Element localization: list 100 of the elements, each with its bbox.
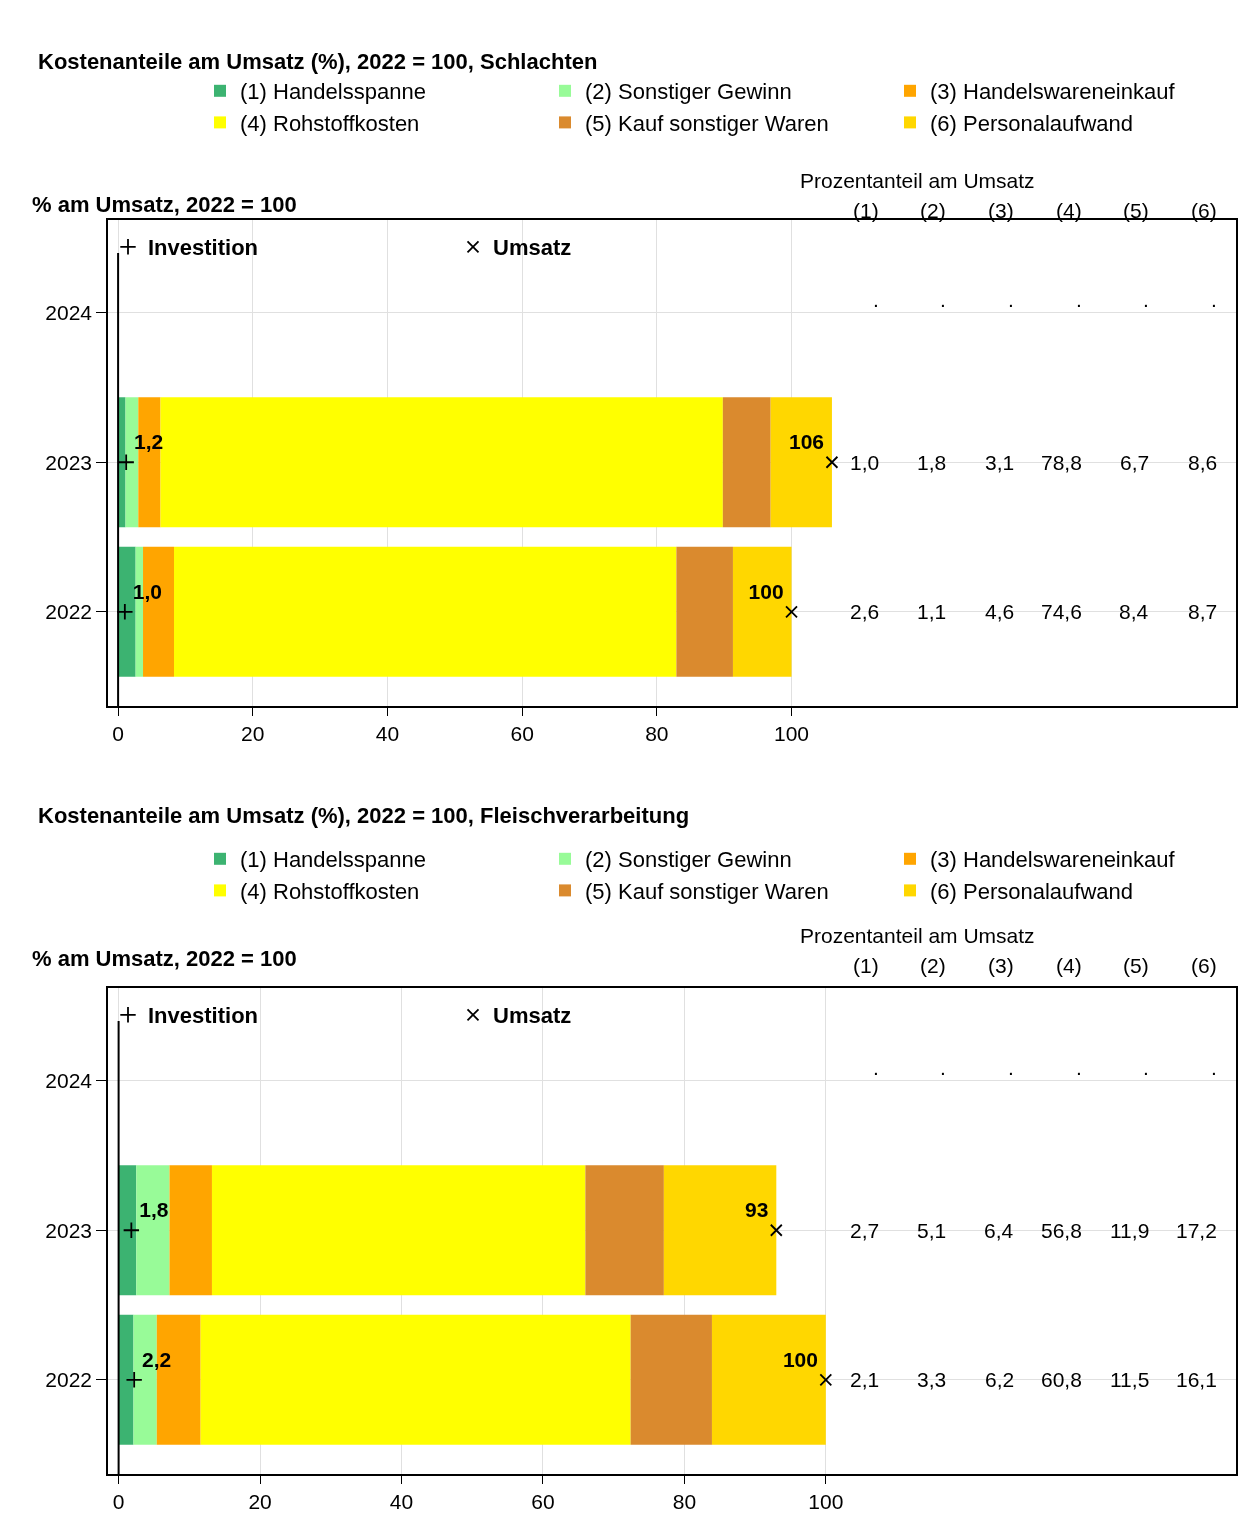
text: (1): [853, 954, 879, 977]
annotation: 3,1: [985, 451, 1015, 474]
point: [117, 453, 135, 471]
bar: [118, 546, 136, 677]
bar: [169, 1165, 212, 1296]
bar: [722, 397, 771, 528]
annotation: 17,2: [1176, 1219, 1217, 1242]
annotation: 8,7: [1188, 600, 1218, 623]
annotation: 11,5: [1110, 1368, 1150, 1391]
x-tick-label: 100: [774, 721, 810, 745]
annotation: .: [940, 288, 946, 311]
legend-label: Investition: [148, 1003, 259, 1029]
annotation: .: [873, 1056, 879, 1079]
point: [825, 455, 839, 469]
y-tick-label: 2023: [45, 450, 93, 474]
annotation: 78,8: [1041, 451, 1082, 474]
legend-label: (5) Kauf sonstiger Waren: [585, 110, 829, 136]
legend-label: (1) Handelsspanne: [240, 847, 426, 873]
annotation: 6,7: [1120, 451, 1150, 474]
text: Prozentanteil am Umsatz: [800, 169, 1035, 192]
y-tick-label: 2023: [45, 1218, 93, 1242]
x-tick-label: 20: [241, 721, 265, 745]
chart-subtitle: % am Umsatz, 2022 = 100: [32, 946, 297, 971]
y-tick-label: 2024: [45, 301, 93, 325]
y-tick-label: 2024: [45, 1069, 93, 1093]
x-tick-label: 60: [531, 1489, 555, 1513]
annotation: .: [1211, 1056, 1217, 1079]
x-tick-label: 100: [808, 1489, 844, 1513]
text: (3): [988, 954, 1014, 977]
x-tick-label: 80: [672, 1489, 697, 1513]
chart-title: Kostenanteile am Umsatz (%), 2022 = 100, Fleischverarbeitung: [38, 803, 690, 828]
legend-label: (6) Personalaufwand: [930, 878, 1134, 904]
x-tick-label: 80: [645, 721, 669, 745]
annotation: .: [1076, 288, 1082, 311]
x-tick-label: 40: [375, 721, 400, 745]
annotation: .: [940, 1056, 946, 1079]
annotation: .: [1076, 1056, 1082, 1079]
bar: [676, 546, 733, 677]
chart-subtitle: % am Umsatz, 2022 = 100: [32, 192, 297, 217]
annotation: 1,1: [917, 600, 947, 623]
annotation: 8,6: [1188, 451, 1218, 474]
legend-label: (5) Kauf sonstiger Waren: [585, 878, 829, 904]
point: [785, 605, 798, 619]
bar: [630, 1314, 712, 1445]
chart-title: Kostenanteile am Umsatz (%), 2022 = 100, Schlachten: [38, 49, 598, 74]
bar: [585, 1165, 664, 1296]
legend-label: (3) Handelswareneinkauf: [930, 847, 1176, 873]
annotation: 1,8: [917, 451, 947, 474]
data-label: 100: [748, 579, 784, 603]
bar: [711, 1314, 826, 1445]
bar: [174, 546, 677, 677]
point: [122, 1221, 140, 1239]
data-label: 100: [782, 1347, 818, 1371]
bar: [663, 1165, 777, 1296]
bar: [770, 397, 832, 528]
annotation: 56,8: [1041, 1219, 1082, 1242]
annotation: 16,1: [1176, 1368, 1217, 1391]
annotation: 2,6: [850, 600, 880, 623]
legend-label: Investition: [148, 235, 259, 261]
bar: [211, 1165, 586, 1296]
point: [769, 1223, 783, 1237]
text: Prozentanteil am Umsatz: [800, 924, 1035, 947]
annotation: .: [873, 288, 879, 311]
legend-label: Umsatz: [493, 235, 572, 261]
point: [125, 1371, 143, 1389]
annotation: .: [1143, 1056, 1149, 1079]
annotation: 5,1: [917, 1219, 947, 1242]
bar: [136, 1165, 170, 1296]
annotation: 2,1: [850, 1368, 880, 1391]
text: (6): [1191, 954, 1217, 977]
annotation: 2,7: [850, 1219, 880, 1242]
annotation: 74,6: [1041, 600, 1082, 623]
text: (5): [1123, 954, 1149, 977]
legend-label: (2) Sonstiger Gewinn: [585, 79, 792, 105]
legend-label: Umsatz: [493, 1003, 572, 1029]
x-tick-label: 20: [248, 1489, 272, 1513]
text: (2): [920, 954, 946, 977]
y-tick-label: 2022: [45, 1368, 93, 1392]
text: (4): [1056, 954, 1082, 977]
annotation: 8,4: [1119, 600, 1149, 623]
annotation: .: [1008, 1056, 1014, 1079]
x-tick-label: 0: [112, 1489, 125, 1513]
legend-label: (4) Rohstoffkosten: [240, 110, 420, 136]
legend-label: (1) Handelsspanne: [240, 79, 426, 105]
data-label: 106: [789, 430, 825, 454]
annotation: .: [1008, 288, 1014, 311]
bar: [200, 1314, 631, 1445]
annotation: 6,2: [985, 1368, 1015, 1391]
data-label: 93: [745, 1198, 769, 1222]
legend-label: (6) Personalaufwand: [930, 110, 1134, 136]
annotation: 3,3: [917, 1368, 947, 1391]
point: [116, 603, 134, 621]
annotation: .: [1211, 288, 1217, 311]
legend-label: (4) Rohstoffkosten: [240, 878, 420, 904]
annotation: 4,6: [985, 600, 1015, 623]
legend-label: (2) Sonstiger Gewinn: [585, 847, 792, 873]
y-tick-label: 2022: [45, 600, 93, 624]
annotation: 6,4: [984, 1219, 1014, 1242]
x-tick-label: 0: [112, 721, 124, 745]
bar: [732, 546, 792, 677]
